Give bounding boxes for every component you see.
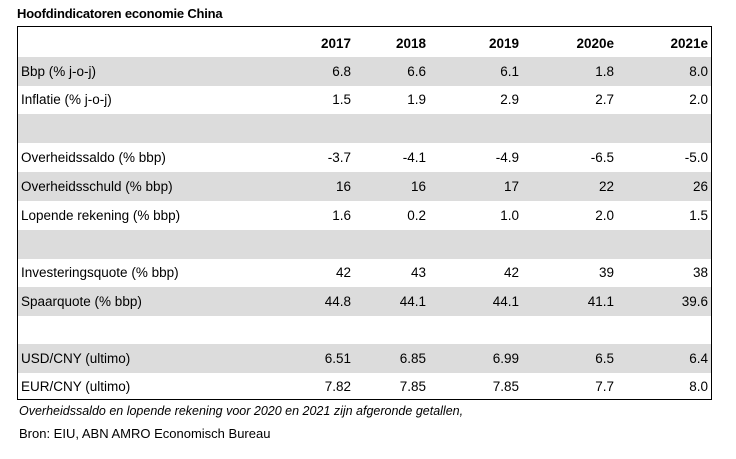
table-row: Spaarquote (% bbp) 44.8 44.1 44.1 41.1 3… (18, 287, 711, 316)
table-row: Overheidssaldo (% bbp) -3.7 -4.1 -4.9 -6… (18, 143, 711, 172)
table-row: Bbp (% j-o-j) 6.8 6.6 6.1 1.8 8.0 (18, 57, 711, 86)
source-note: Bron: EIU, ABN AMRO Economisch Bureau (19, 426, 271, 441)
table-cell: 2.7 (595, 92, 614, 107)
table-cell: 6.6 (407, 64, 426, 79)
table-cell: 44.1 (399, 294, 426, 309)
table-cell: 44.8 (324, 294, 351, 309)
table-header-row: 2017 2018 2019 2020e 2021e (18, 29, 711, 58)
table-cell: 38 (692, 265, 708, 280)
table-cell: 1.5 (689, 208, 708, 223)
table-cell: -3.7 (327, 150, 351, 165)
row-label: EUR/CNY (ultimo) (21, 379, 131, 394)
row-label: Overheidssaldo (% bbp) (21, 150, 166, 165)
table-cell: -5.0 (684, 150, 708, 165)
table-cell: 1.8 (595, 64, 614, 79)
table-cell: 41.1 (587, 294, 614, 309)
table-cell: 6.99 (492, 351, 519, 366)
column-header: 2019 (488, 36, 519, 51)
table-cell: 42 (503, 265, 519, 280)
table-cell: 43 (410, 265, 426, 280)
table-cell: -4.9 (495, 150, 519, 165)
footnote: Overheidssaldo en lopende rekening voor … (19, 404, 464, 418)
table-cell: 6.1 (500, 64, 519, 79)
table-cell: 16 (410, 179, 426, 194)
table-cell: 6.5 (595, 351, 614, 366)
table-cell: 1.9 (407, 92, 426, 107)
row-label: Bbp (% j-o-j) (21, 64, 97, 79)
table-cell: 2.9 (500, 92, 519, 107)
table-cell: 1.6 (332, 208, 351, 223)
table-cell: 39 (598, 265, 614, 280)
table-title: Hoofdindicatoren economie China (17, 6, 223, 21)
table-cell: 6.4 (689, 351, 708, 366)
table-cell: 39.6 (681, 294, 708, 309)
row-label: Lopende rekening (% bbp) (21, 208, 181, 223)
column-header: 2020e (576, 36, 614, 51)
table-cell: 1.0 (500, 208, 519, 223)
table-cell: 7.85 (399, 379, 426, 394)
table-cell: 42 (335, 265, 351, 280)
table-row: Investeringsquote (% bbp) 42 43 42 39 38 (18, 258, 711, 287)
table-cell: 2.0 (595, 208, 614, 223)
table-cell: 26 (692, 179, 708, 194)
row-label: Overheidsschuld (% bbp) (21, 179, 173, 194)
indicator-table: 2017 2018 2019 2020e 2021e Bbp (% j-o-j)… (17, 26, 712, 400)
table-cell: -4.1 (402, 150, 426, 165)
row-label: USD/CNY (ultimo) (21, 351, 131, 366)
row-label: Investeringsquote (% bbp) (21, 265, 179, 280)
table-cell: 7.82 (324, 379, 351, 394)
table-row: EUR/CNY (ultimo) 7.82 7.85 7.85 7.7 8.0 (18, 372, 711, 399)
table-row: Lopende rekening (% bbp) 1.6 0.2 1.0 2.0… (18, 201, 711, 230)
table-row: USD/CNY (ultimo) 6.51 6.85 6.99 6.5 6.4 (18, 344, 711, 373)
table-spacer-row (18, 316, 711, 345)
table-spacer-row (18, 230, 711, 259)
table-cell: 17 (503, 179, 519, 194)
column-header: 2017 (320, 36, 351, 51)
column-header: 2018 (395, 36, 426, 51)
table-cell: 0.2 (407, 208, 426, 223)
row-label: Spaarquote (% bbp) (21, 294, 142, 309)
row-label: Inflatie (% j-o-j) (21, 92, 112, 107)
table-spacer-row (18, 114, 711, 143)
table-cell: 7.7 (595, 379, 614, 394)
table-cell: 2.0 (689, 92, 708, 107)
table-cell: 6.8 (332, 64, 351, 79)
column-header: 2021e (670, 36, 708, 51)
table-row: Overheidsschuld (% bbp) 16 16 17 22 26 (18, 172, 711, 201)
table-cell: -6.5 (590, 150, 614, 165)
table-cell: 6.51 (324, 351, 351, 366)
table-cell: 7.85 (492, 379, 519, 394)
table-cell: 8.0 (689, 64, 708, 79)
table-cell: 1.5 (332, 92, 351, 107)
table-cell: 6.85 (399, 351, 426, 366)
table-cell: 8.0 (689, 379, 708, 394)
table-cell: 16 (335, 179, 351, 194)
table-cell: 22 (598, 179, 614, 194)
table-cell: 44.1 (492, 294, 519, 309)
table-row: Inflatie (% j-o-j) 1.5 1.9 2.9 2.7 2.0 (18, 85, 711, 114)
